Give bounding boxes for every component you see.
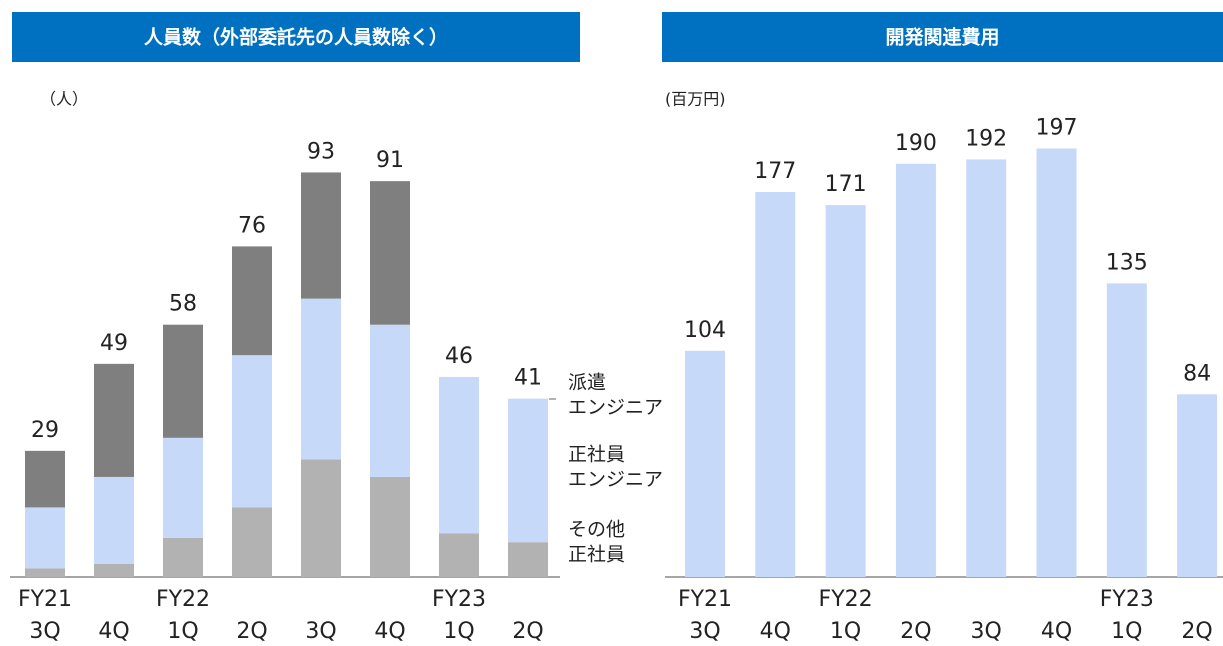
legend-label: 正社員: [568, 444, 625, 466]
legend-label: エンジニア: [568, 469, 663, 491]
header-bar: [12, 12, 580, 62]
x-tick-label: 4Q: [374, 619, 405, 644]
legend-label: エンジニア: [568, 397, 663, 419]
bar-segment: [94, 363, 134, 477]
x-tick-label: 2Q: [1181, 619, 1212, 644]
value-label: 84: [1183, 361, 1211, 386]
value-label: 197: [1036, 116, 1078, 141]
bar-segment: [94, 476, 134, 564]
bar: [685, 350, 725, 577]
x-tick-label: 1Q: [1111, 619, 1142, 644]
bar: [825, 205, 866, 577]
legend-label: その他: [568, 519, 625, 541]
bar-segment: [232, 246, 272, 356]
total-label: 49: [100, 331, 128, 356]
x-tick-label: 2Q: [512, 619, 543, 644]
total-label: 41: [514, 366, 542, 391]
x-tick-label: 3Q: [29, 619, 60, 644]
header-bar: [662, 12, 1223, 62]
x-tick-label: 2Q: [900, 619, 931, 644]
value-label: 190: [895, 131, 937, 156]
legend-label: 派遣: [568, 372, 606, 394]
x-tick-label: FY21: [678, 587, 732, 612]
value-label: 192: [965, 126, 1007, 151]
value-label: 171: [825, 172, 867, 197]
bar-segment: [25, 450, 65, 508]
bar-segment: [163, 437, 203, 538]
x-tick-label: FY22: [819, 587, 873, 612]
bar-segment: [232, 355, 272, 508]
bar-segment: [301, 459, 341, 577]
bar-segment: [163, 537, 203, 577]
bar-segment: [439, 533, 479, 577]
bar-segment: [94, 563, 134, 577]
bar-segment: [508, 398, 548, 543]
bar-segment: [301, 298, 341, 460]
bar-segment: [439, 376, 479, 534]
x-tick-label: 4Q: [98, 619, 129, 644]
total-label: 46: [445, 344, 473, 369]
bar-segment: [370, 324, 410, 477]
x-tick-label: 2Q: [236, 619, 267, 644]
total-label: 58: [169, 292, 197, 317]
chart-title: 人員数（外部委託先の人員数除く）: [144, 26, 448, 49]
bar-segment: [232, 507, 272, 577]
unit-label: （人）: [40, 90, 88, 109]
bar-segment: [370, 181, 410, 325]
bar-segment: [301, 172, 341, 299]
bar: [1177, 394, 1218, 577]
bar-segment: [25, 568, 65, 577]
x-tick-label: FY23: [1100, 587, 1154, 612]
chart-title: 開発関連費用: [885, 26, 999, 49]
x-tick-label: 4Q: [1041, 619, 1072, 644]
unit-label: (百万円): [665, 90, 726, 109]
bar-segment: [163, 324, 203, 438]
x-tick-label: 3Q: [689, 619, 720, 644]
x-tick-label: 1Q: [443, 619, 474, 644]
bar: [966, 159, 1007, 577]
x-tick-label: 4Q: [760, 619, 791, 644]
x-tick-label: FY22: [156, 587, 210, 612]
value-label: 104: [684, 318, 726, 343]
bar: [1036, 148, 1077, 577]
value-label: 135: [1106, 250, 1148, 275]
bar: [1106, 283, 1147, 577]
x-tick-label: 1Q: [830, 619, 861, 644]
x-tick-label: 3Q: [305, 619, 336, 644]
bar-segment: [508, 542, 548, 577]
total-label: 91: [376, 148, 404, 173]
bar: [755, 192, 796, 577]
total-label: 76: [238, 213, 266, 238]
legend-label: 正社員: [568, 544, 625, 566]
total-label: 29: [31, 418, 59, 443]
x-tick-label: FY23: [432, 587, 486, 612]
bar-segment: [370, 476, 410, 577]
bar-segment: [25, 507, 65, 569]
bar: [895, 163, 936, 577]
x-tick-label: FY21: [18, 587, 72, 612]
x-tick-label: 3Q: [971, 619, 1002, 644]
total-label: 93: [307, 139, 335, 164]
x-tick-label: 1Q: [167, 619, 198, 644]
value-label: 177: [754, 159, 796, 184]
